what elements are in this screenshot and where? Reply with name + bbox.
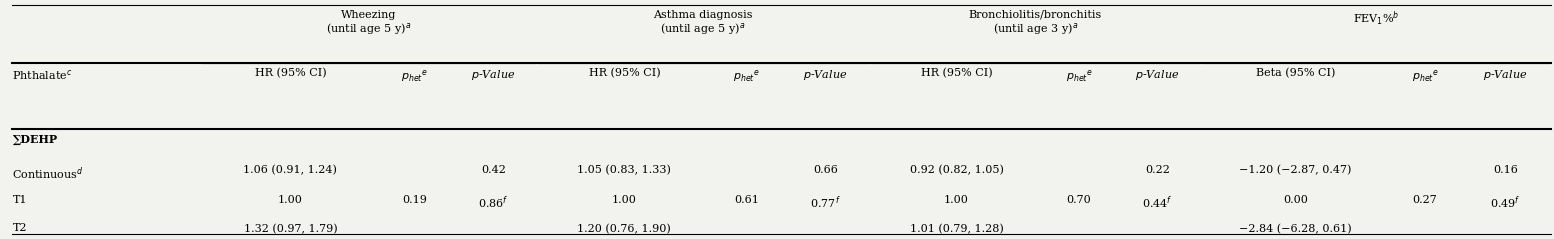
Text: 0.42: 0.42 [480,165,505,175]
Text: 0.19: 0.19 [402,195,427,205]
Text: $p$-Value: $p$-Value [803,68,847,82]
Text: FEV$_1$%$^b$: FEV$_1$%$^b$ [1354,10,1399,28]
Text: HR (95% CI): HR (95% CI) [920,68,993,78]
Text: $p_{het}$$^e$: $p_{het}$$^e$ [401,68,427,84]
Text: Bronchiolitis/bronchitis
(until age 3 y)$^a$: Bronchiolitis/bronchitis (until age 3 y)… [968,10,1102,37]
Text: 1.06 (0.91, 1.24): 1.06 (0.91, 1.24) [244,165,337,175]
Text: Phthalate$^c$: Phthalate$^c$ [12,68,73,82]
Text: 1.05 (0.83, 1.33): 1.05 (0.83, 1.33) [578,165,671,175]
Text: 0.66: 0.66 [813,165,838,175]
Text: −1.20 (−2.87, 0.47): −1.20 (−2.87, 0.47) [1240,165,1352,175]
Text: $p$-Value: $p$-Value [1136,68,1179,82]
Text: 1.32 (0.97, 1.79): 1.32 (0.97, 1.79) [244,223,337,234]
Text: 0.00: 0.00 [1284,195,1308,205]
Text: $p_{het}$$^e$: $p_{het}$$^e$ [1411,68,1439,84]
Text: 0.22: 0.22 [1145,165,1170,175]
Text: 1.01 (0.79, 1.28): 1.01 (0.79, 1.28) [909,223,1004,234]
Text: $p_{het}$$^e$: $p_{het}$$^e$ [1066,68,1092,84]
Text: 0.27: 0.27 [1413,195,1437,205]
Text: T2: T2 [12,223,26,234]
Text: 1.00: 1.00 [278,195,303,205]
Text: Wheezing
(until age 5 y)$^a$: Wheezing (until age 5 y)$^a$ [326,10,412,37]
Text: $p$-Value: $p$-Value [1483,68,1528,82]
Text: $p_{het}$$^e$: $p_{het}$$^e$ [733,68,760,84]
Text: 1.20 (0.76, 1.90): 1.20 (0.76, 1.90) [578,223,671,234]
Text: 0.16: 0.16 [1493,165,1518,175]
Text: −2.84 (−6.28, 0.61): −2.84 (−6.28, 0.61) [1240,223,1352,234]
Text: 1.00: 1.00 [612,195,637,205]
Text: HR (95% CI): HR (95% CI) [589,68,660,78]
Text: 0.49$^f$: 0.49$^f$ [1490,195,1521,211]
Text: 0.70: 0.70 [1066,195,1091,205]
Text: 0.61: 0.61 [733,195,760,205]
Text: $p$-Value: $p$-Value [471,68,516,82]
Text: 0.44$^f$: 0.44$^f$ [1142,195,1173,211]
Text: HR (95% CI): HR (95% CI) [255,68,326,78]
Text: Beta (95% CI): Beta (95% CI) [1256,68,1335,78]
Text: Continuous$^d$: Continuous$^d$ [12,165,84,181]
Text: T1: T1 [12,195,26,205]
Text: 0.86$^f$: 0.86$^f$ [479,195,508,211]
Text: 1.00: 1.00 [943,195,970,205]
Text: ∑DEHP: ∑DEHP [12,134,57,145]
Text: Asthma diagnosis
(until age 5 y)$^a$: Asthma diagnosis (until age 5 y)$^a$ [653,10,752,37]
Text: 0.92 (0.82, 1.05): 0.92 (0.82, 1.05) [909,165,1004,175]
Text: 0.77$^f$: 0.77$^f$ [810,195,841,211]
